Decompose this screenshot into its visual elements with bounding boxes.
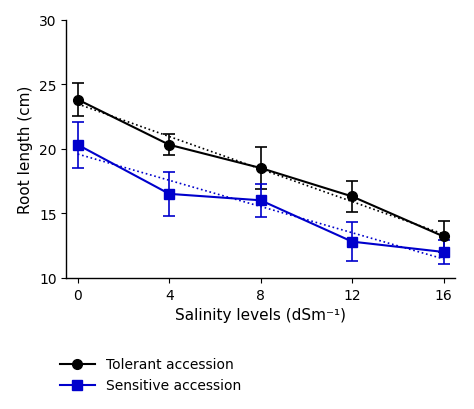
Legend: Tolerant accession, Sensitive accession: Tolerant accession, Sensitive accession — [55, 352, 246, 398]
X-axis label: Salinity levels (dSm⁻¹): Salinity levels (dSm⁻¹) — [175, 307, 346, 322]
Y-axis label: Root length (cm): Root length (cm) — [18, 85, 34, 213]
